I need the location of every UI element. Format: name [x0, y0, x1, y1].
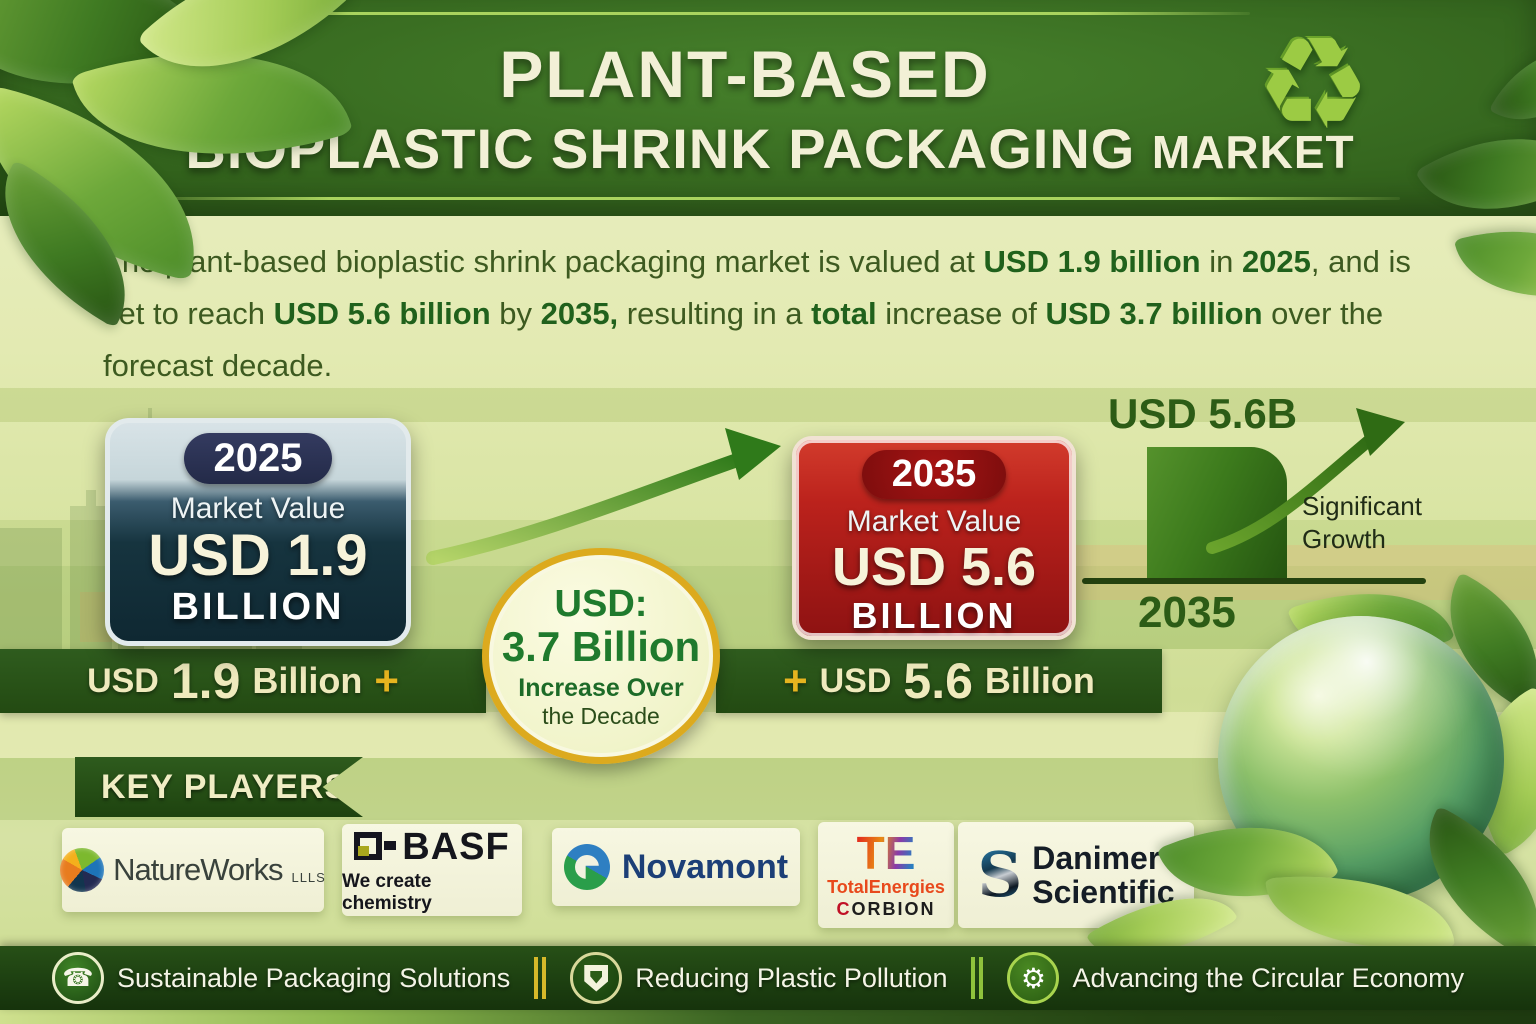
- chart-growth-arrow-icon: [1206, 408, 1405, 554]
- chart-value-label: USD 5.6B: [1108, 390, 1298, 437]
- page-title-line2-market: MARKET: [1151, 126, 1355, 178]
- intro-text: The plant-based bioplastic shrink packag…: [103, 244, 984, 279]
- logo-basf: BASF We create chemistry: [342, 824, 522, 916]
- phone-glyph: ☎: [62, 964, 94, 992]
- intro-paragraph: The plant-based bioplastic shrink packag…: [103, 236, 1449, 392]
- bg-stripe: [0, 388, 1536, 422]
- page-title-line1: PLANT-BASED: [499, 37, 991, 111]
- novamont-wordmark: Novamont: [621, 847, 789, 886]
- band-usd: USD: [87, 661, 159, 700]
- corbion-rest: ORBION: [851, 899, 936, 919]
- plus-sign: +: [783, 657, 808, 704]
- intro-year-2025: 2025: [1241, 244, 1311, 279]
- footer-label: Sustainable Packaging Solutions: [117, 962, 511, 993]
- growth-arrow-icon: [426, 428, 781, 565]
- market-value-unit: BILLION: [171, 586, 345, 628]
- natureworks-suffix: LLLS: [291, 869, 326, 885]
- year-badge-2035: 2035: [861, 450, 1007, 499]
- band-billion: Billion: [252, 660, 363, 701]
- chart-axis: [1082, 578, 1426, 584]
- footer-bar: ☎ Sustainable Packaging Solutions Reduci…: [0, 946, 1536, 1010]
- footer-item-reducing-pollution: Reducing Plastic Pollution: [570, 952, 947, 1004]
- logo-totalenergies-corbion: TE TotalEnergies CORBION: [818, 822, 954, 928]
- danimer-wordmark-line1: Danimer: [1032, 840, 1161, 876]
- chart-year-label: 2035: [1138, 588, 1236, 637]
- band-number-5-6: 5.6: [903, 653, 973, 709]
- market-value-card-2025: 2025 Market Value USD 1.9 BILLION: [105, 418, 411, 646]
- basf-wordmark: BASF: [402, 825, 510, 868]
- danimer-wordmark-line2: Scientific: [1032, 874, 1175, 910]
- market-value-2025: USD 1.9: [148, 523, 368, 588]
- shield-icon: [570, 952, 623, 1004]
- circle-caption-2: the Decade: [542, 702, 660, 729]
- footer-label: Reducing Plastic Pollution: [635, 962, 948, 993]
- market-value-2035: USD 5.6: [831, 537, 1037, 597]
- phone-icon: ☎: [52, 952, 104, 1004]
- chart-annotation-line1: Significant: [1302, 491, 1422, 521]
- circle-usd: USD:: [554, 582, 648, 625]
- intro-text: increase of: [876, 296, 1046, 331]
- market-value-unit: BILLION: [851, 595, 1017, 636]
- natureworks-swirl-icon: [60, 848, 105, 892]
- natureworks-wordmark: NatureWorks: [113, 852, 283, 887]
- key-players-heading: KEY PLAYERS:: [75, 757, 363, 817]
- basf-squares-icon: [354, 832, 397, 862]
- corbion-initial: C: [836, 899, 852, 919]
- intro-total: total: [811, 296, 877, 331]
- market-value-label: Market Value: [846, 505, 1022, 538]
- intro-year-2035: 2035,: [540, 296, 619, 331]
- band-billion: Billion: [984, 660, 1095, 701]
- band-number-1-9: 1.9: [170, 653, 241, 709]
- header-top-rule: [170, 12, 1250, 15]
- intro-increase-value: USD 3.7 billion: [1045, 296, 1263, 331]
- gear-icon: ⚙: [1007, 952, 1060, 1004]
- intro-value-2025: USD 1.9 billion: [983, 244, 1201, 279]
- totalenergies-wordmark: TotalEnergies: [827, 877, 945, 897]
- footer-divider: [971, 957, 984, 999]
- increase-circle-badge: USD: 3.7 Billion Increase Over the Decad…: [482, 548, 720, 764]
- intro-text: by: [490, 296, 541, 331]
- footer-label: Advancing the Circular Economy: [1072, 962, 1465, 993]
- intro-text: resulting in a: [618, 296, 812, 331]
- totalenergies-te-icon: TE: [856, 827, 916, 879]
- leaf-icon: [1453, 206, 1536, 322]
- equation-band-left: USD 1.9 Billion +: [0, 649, 486, 713]
- intro-text: , and is set to reach: [103, 244, 1411, 331]
- novamont-circle-icon: [563, 844, 610, 890]
- equation-band-right: + USD 5.6 Billion: [716, 649, 1162, 713]
- recycle-icon: ♻: [1256, 13, 1371, 156]
- basf-tagline: We create chemistry: [342, 870, 432, 914]
- footer-item-circular-economy: ⚙ Advancing the Circular Economy: [1007, 952, 1464, 1004]
- footer-item-sustainable-packaging: ☎ Sustainable Packaging Solutions: [52, 952, 510, 1004]
- plus-sign: +: [374, 657, 399, 704]
- circle-amount: 3.7 Billion: [501, 622, 701, 670]
- bottom-edge-strip: [0, 1008, 1536, 1024]
- danimer-s-icon: S: [977, 838, 1023, 911]
- circle-caption-1: Increase Over: [518, 673, 684, 702]
- corbion-wordmark: CORBION: [837, 897, 936, 921]
- logo-novamont: Novamont: [552, 828, 800, 906]
- market-value-label: Market Value: [170, 492, 346, 525]
- chart-bar-2035: [1147, 447, 1287, 580]
- footer-divider: [534, 957, 547, 999]
- market-value-card-2035: 2035 Market Value USD 5.6 BILLION: [792, 436, 1076, 640]
- gear-glyph: ⚙: [1020, 962, 1047, 994]
- logo-natureworks: NatureWorks LLLS: [60, 828, 326, 912]
- chart-annotation-line2: Growth: [1302, 524, 1386, 554]
- intro-value-2035: USD 5.6 billion: [273, 296, 491, 331]
- header-bottom-rule: [140, 197, 1400, 200]
- year-badge-2025: 2025: [183, 433, 333, 484]
- intro-text: in: [1200, 244, 1242, 279]
- intro-text: over the forecast decade.: [103, 296, 1384, 383]
- chart-annotation: Significant Growth: [1302, 490, 1442, 556]
- band-usd: USD: [819, 661, 892, 700]
